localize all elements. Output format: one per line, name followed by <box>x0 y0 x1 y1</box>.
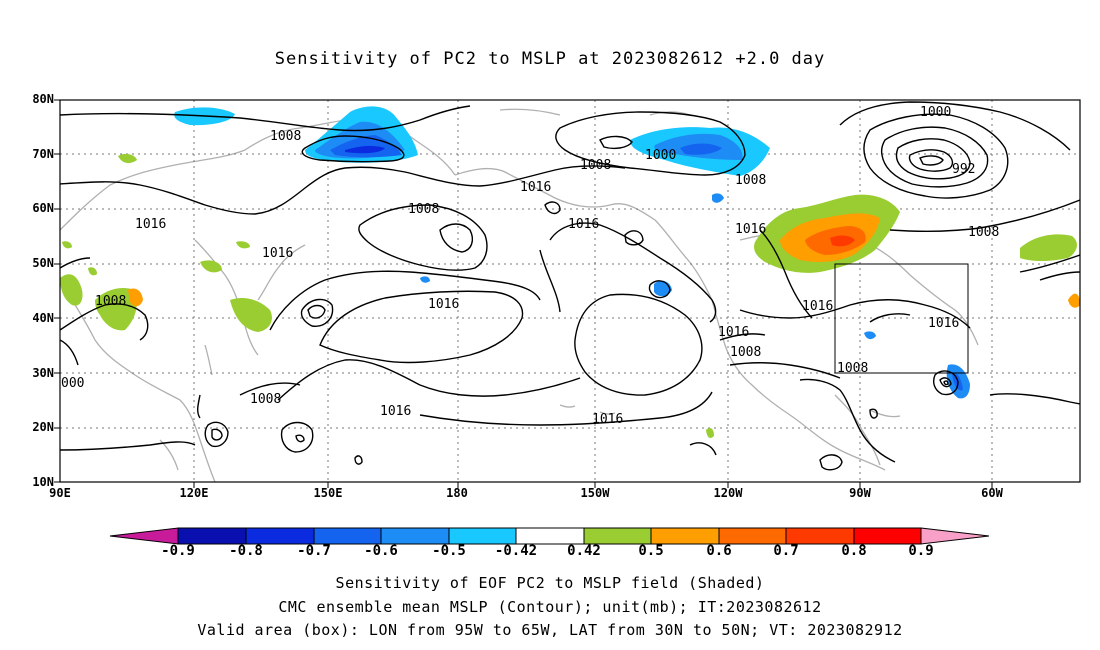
lat-label-60n: 60N <box>32 201 54 215</box>
colorbar-bin <box>583 527 652 545</box>
lon-label-90e: 90E <box>49 486 71 500</box>
caption-line-1: Sensitivity of EOF PC2 to MSLP field (Sh… <box>335 574 765 592</box>
contour-label: 1008 <box>408 202 439 217</box>
lat-label-30n: 30N <box>32 366 54 380</box>
colorbar-label: -0.7 <box>297 543 331 559</box>
lat-label-10n: 10N <box>32 475 54 489</box>
lon-label-150e: 150E <box>313 486 343 500</box>
colorbar-label: 0.8 <box>841 543 867 559</box>
axis-ticks <box>54 99 993 488</box>
colorbar-bin <box>515 527 585 545</box>
valid-area-box <box>834 263 969 374</box>
colorbar <box>109 527 990 545</box>
colorbar-label: -0.42 <box>494 543 538 559</box>
lat-label-20n: 20N <box>32 420 54 434</box>
contour-label: 1016 <box>802 299 833 314</box>
lon-label-60w: 60W <box>981 486 1003 500</box>
colorbar-label: -0.9 <box>161 543 195 559</box>
colorbar-bin <box>177 527 247 545</box>
map-title: Sensitivity of PC2 to MSLP at 2023082612… <box>274 49 826 69</box>
contour-label: 1000 <box>920 105 951 120</box>
colorbar-label: 0.7 <box>773 543 799 559</box>
colorbar-bin <box>718 527 787 545</box>
lat-label-70n: 70N <box>32 147 54 161</box>
contour-label: 1016 <box>380 404 411 419</box>
lat-label-40n: 40N <box>32 311 54 325</box>
shade-pos-asia-west <box>60 274 83 306</box>
colorbar-bin <box>313 527 382 545</box>
contour-label: 1008 <box>95 294 126 309</box>
graticule <box>60 100 1080 482</box>
lat-label-50n: 50N <box>32 256 54 270</box>
lon-label-90w: 90W <box>849 486 871 500</box>
contour-label: 1008 <box>968 225 999 240</box>
contour-labels: 1008 1000 1000 992 1008 1008 1016 1016 1… <box>61 105 999 427</box>
contour-label: 1008 <box>735 173 766 188</box>
colorbar-label: -0.6 <box>364 543 398 559</box>
colorbar-bin <box>448 527 517 545</box>
lon-label-120e: 120E <box>179 486 209 500</box>
colorbar-high-arrow <box>920 527 990 545</box>
contour-label: 1016 <box>718 325 749 340</box>
lat-label-80n: 80N <box>32 92 54 106</box>
contour-label: 000 <box>61 376 84 391</box>
colorbar-label: 0.9 <box>908 543 934 559</box>
colorbar-bin <box>245 527 315 545</box>
mslp-contours <box>60 101 1080 471</box>
contour-label: 1016 <box>928 316 959 331</box>
contour-label: 1000 <box>645 148 676 163</box>
contour-label: 1016 <box>735 222 766 237</box>
colorbar-label: 0.6 <box>706 543 732 559</box>
contour-label: 1016 <box>262 246 293 261</box>
sensitivity-shading <box>60 106 1080 438</box>
contour-label: 1016 <box>520 180 551 195</box>
lon-label-150w: 150W <box>580 486 610 500</box>
lon-label-180: 180 <box>446 486 468 500</box>
lon-label-120w: 120W <box>713 486 743 500</box>
colorbar-bin <box>650 527 720 545</box>
caption-line-2: CMC ensemble mean MSLP (Contour); unit(m… <box>278 598 822 616</box>
colorbar-label: -0.8 <box>229 543 263 559</box>
coastlines <box>60 108 979 482</box>
contour-label: 1016 <box>428 297 459 312</box>
contour-label: 1008 <box>270 129 301 144</box>
colorbar-bin <box>853 527 922 545</box>
caption-line-3: Valid area (box): LON from 95W to 65W, L… <box>197 621 903 639</box>
contour-label: 1016 <box>568 217 599 232</box>
contour-label: 1008 <box>250 392 281 407</box>
colorbar-low-arrow <box>109 527 179 545</box>
map-frame <box>59 99 1081 483</box>
contour-label: 1008 <box>837 361 868 376</box>
colorbar-label: -0.5 <box>432 543 466 559</box>
contour-label: 1016 <box>135 217 166 232</box>
colorbar-label: 0.5 <box>638 543 664 559</box>
colorbar-label: 0.42 <box>567 543 601 559</box>
contour-label: 1008 <box>580 158 611 173</box>
colorbar-bin <box>380 527 450 545</box>
contour-label: 992 <box>952 162 975 177</box>
colorbar-bin <box>785 527 855 545</box>
contour-label: 1016 <box>592 412 623 427</box>
contour-label: 1008 <box>730 345 761 360</box>
